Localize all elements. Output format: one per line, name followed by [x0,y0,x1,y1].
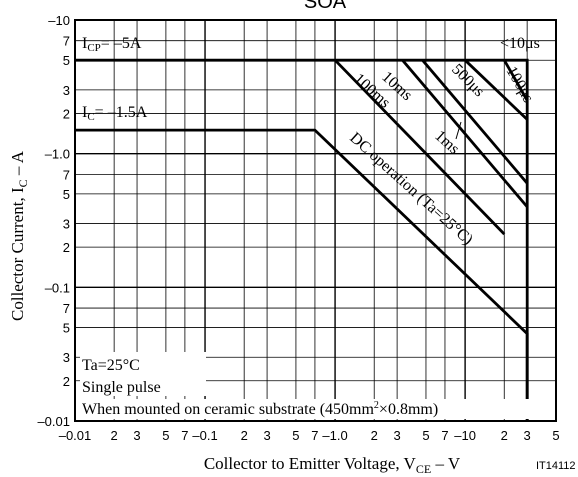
y-axis-label: Collector Current, IC – A [8,150,30,321]
chart-title: SOA [304,0,347,13]
y-tick-label: 2 [63,374,70,389]
x-tick-labels: –0.01 2 3 5 7 –0.1 2 3 5 7 –1.0 2 3 5 7 –10 2 3 5 [59,428,560,443]
x-tick-label: 3 [524,428,531,443]
500us-label: 500μs [448,61,487,100]
x-axis-label: Collector to Emitter Voltage, VCE – V [204,454,461,476]
y-tick-label: 7 [63,301,70,316]
x-tick-label: –10 [454,428,476,443]
icp-label: ICP= –5A [82,35,142,54]
condition-box-bg [80,352,206,396]
x-tick-label: –0.01 [59,428,92,443]
plot-frame [74,19,557,422]
x-tick-label: 5 [292,428,299,443]
y-tick-label: 7 [63,167,70,182]
series-lines [75,58,529,421]
x-tick-label: 3 [133,428,140,443]
grid [74,19,557,422]
x-tick-label: 2 [501,428,508,443]
series-line-500s [464,59,529,121]
lt10us-label: <10μs [500,35,540,52]
y-tick-label: 2 [63,106,70,121]
x-tick-label: 2 [111,428,118,443]
x-tick-label: 7 [311,428,318,443]
condition-line-bg [80,399,550,419]
y-tick-label: 3 [63,83,70,98]
condition-substrate: When mounted on ceramic substrate (450mm… [82,400,438,418]
y-tick-label: 7 [63,34,70,49]
x-tick-label: 3 [393,428,400,443]
y-tick-label: 5 [63,53,70,68]
x-tick-label: –0.1 [192,428,217,443]
x-tick-label: 2 [241,428,248,443]
y-tick-label: –1.0 [45,147,70,162]
ic-label: IC= –1.5A [82,104,148,123]
x-tick-label: 2 [371,428,378,443]
x-tick-label: 7 [181,428,188,443]
y-tick-label: –10 [48,13,70,28]
y-tick-label: –0.1 [45,280,70,295]
y-tick-label: 2 [63,240,70,255]
y-tick-label: –0.01 [37,414,70,429]
x-tick-label: 5 [422,428,429,443]
series-line-100ms [334,59,506,236]
series-line-100s [503,59,529,102]
x-tick-label: 3 [263,428,270,443]
1ms-pointer [455,121,462,140]
figure-id: IT14112 [536,460,576,472]
y-tick-label: 5 [63,187,70,202]
y-tick-label: 5 [63,321,70,336]
y-tick-label: 3 [63,350,70,365]
y-tick-labels: –0.01 2 3 5 7 –0.1 2 3 5 7 –1.0 2 3 5 7 –10 [37,13,70,429]
condition-single-pulse: Single pulse [82,379,161,396]
x-tick-label: 7 [441,428,448,443]
series-line-10ms [401,59,529,208]
y-tick-label: 3 [63,217,70,232]
series-line-10s [75,58,529,421]
x-tick-label: 5 [162,428,169,443]
x-tick-label: 5 [552,428,559,443]
condition-ta: Ta=25°C [82,357,140,374]
series-line-1ms [421,59,529,185]
x-tick-label: –1.0 [322,428,347,443]
